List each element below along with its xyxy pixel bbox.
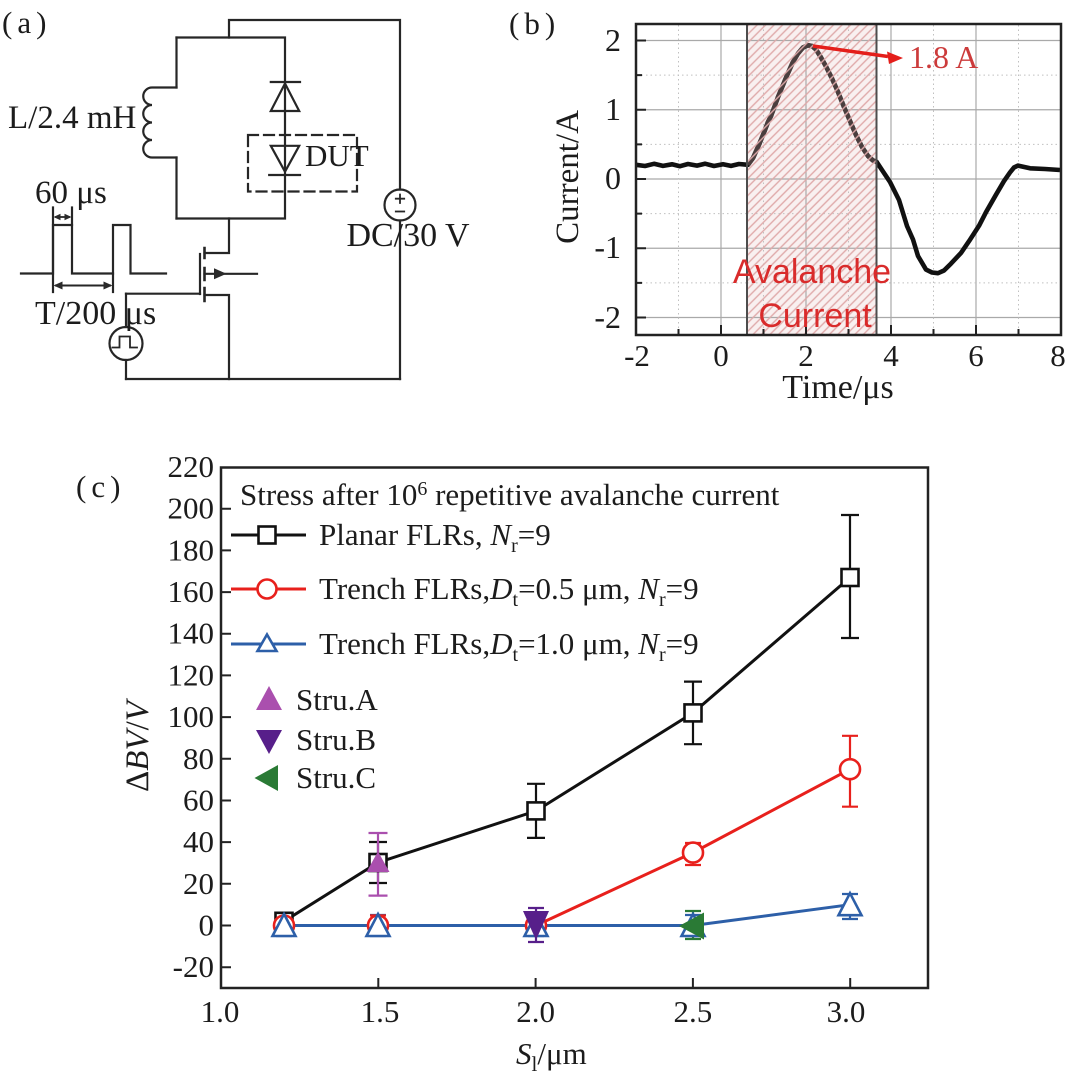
- svg-text:60 μs: 60 μs: [35, 175, 107, 211]
- svg-text:160: 160: [168, 574, 215, 609]
- svg-text:220: 220: [168, 449, 215, 484]
- svg-text:Sl/μm: Sl/μm: [516, 1036, 587, 1076]
- svg-text:-2: -2: [624, 338, 650, 373]
- svg-text:120: 120: [168, 657, 215, 692]
- svg-text:180: 180: [168, 532, 215, 567]
- svg-text:1.0: 1.0: [201, 994, 240, 1029]
- svg-text:100: 100: [168, 699, 215, 734]
- svg-text:2: 2: [798, 338, 814, 373]
- svg-text:0: 0: [713, 338, 729, 373]
- svg-text:Trench FLRs,Dt=1.0 μm, Nr=9: Trench FLRs,Dt=1.0 μm, Nr=9: [319, 626, 699, 666]
- svg-text:200: 200: [168, 491, 215, 526]
- svg-text:DC/30 V: DC/30 V: [346, 217, 470, 254]
- svg-text:(c): (c): [76, 469, 125, 504]
- svg-text:0: 0: [199, 908, 215, 943]
- svg-text:6: 6: [968, 338, 984, 373]
- svg-text:Trench FLRs,Dt=0.5 μm, Nr=9: Trench FLRs,Dt=0.5 μm, Nr=9: [319, 571, 699, 611]
- svg-text:L/2.4 mH: L/2.4 mH: [8, 100, 136, 136]
- svg-text:2.5: 2.5: [674, 994, 713, 1029]
- svg-text:T/200 μs: T/200 μs: [35, 295, 156, 332]
- svg-text:Stress after 106 repetitive av: Stress after 106 repetitive avalanche cu…: [240, 477, 780, 512]
- svg-text:20: 20: [183, 866, 214, 901]
- svg-text:-2: -2: [594, 299, 621, 335]
- svg-text:2.0: 2.0: [516, 994, 555, 1029]
- svg-text:Stru.A: Stru.A: [296, 682, 378, 717]
- svg-text:(a): (a): [2, 5, 51, 40]
- svg-text:Stru.B: Stru.B: [296, 722, 376, 757]
- svg-text:8: 8: [1050, 338, 1066, 373]
- svg-text:140: 140: [168, 616, 215, 651]
- svg-text:Time/μs: Time/μs: [782, 369, 893, 406]
- svg-text:Current: Current: [758, 297, 872, 335]
- svg-text:ΔBV/V: ΔBV/V: [120, 697, 156, 792]
- svg-text:-1: -1: [594, 229, 621, 265]
- svg-text:80: 80: [183, 741, 214, 776]
- svg-text:60: 60: [183, 783, 214, 818]
- svg-text:0: 0: [605, 160, 621, 196]
- svg-text:1: 1: [605, 91, 621, 127]
- svg-text:(b): (b): [509, 6, 560, 41]
- svg-text:Current/A: Current/A: [550, 110, 586, 244]
- svg-text:4: 4: [883, 338, 899, 373]
- svg-text:1.5: 1.5: [361, 994, 400, 1029]
- svg-text:40: 40: [183, 824, 214, 859]
- svg-text:Stru.C: Stru.C: [296, 760, 376, 795]
- svg-text:DUT: DUT: [305, 138, 369, 173]
- svg-text:-20: -20: [173, 949, 214, 984]
- svg-text:3.0: 3.0: [827, 994, 866, 1029]
- svg-text:1.8 A: 1.8 A: [909, 39, 978, 75]
- svg-text:Avalanche: Avalanche: [733, 253, 891, 291]
- svg-text:2: 2: [605, 22, 621, 58]
